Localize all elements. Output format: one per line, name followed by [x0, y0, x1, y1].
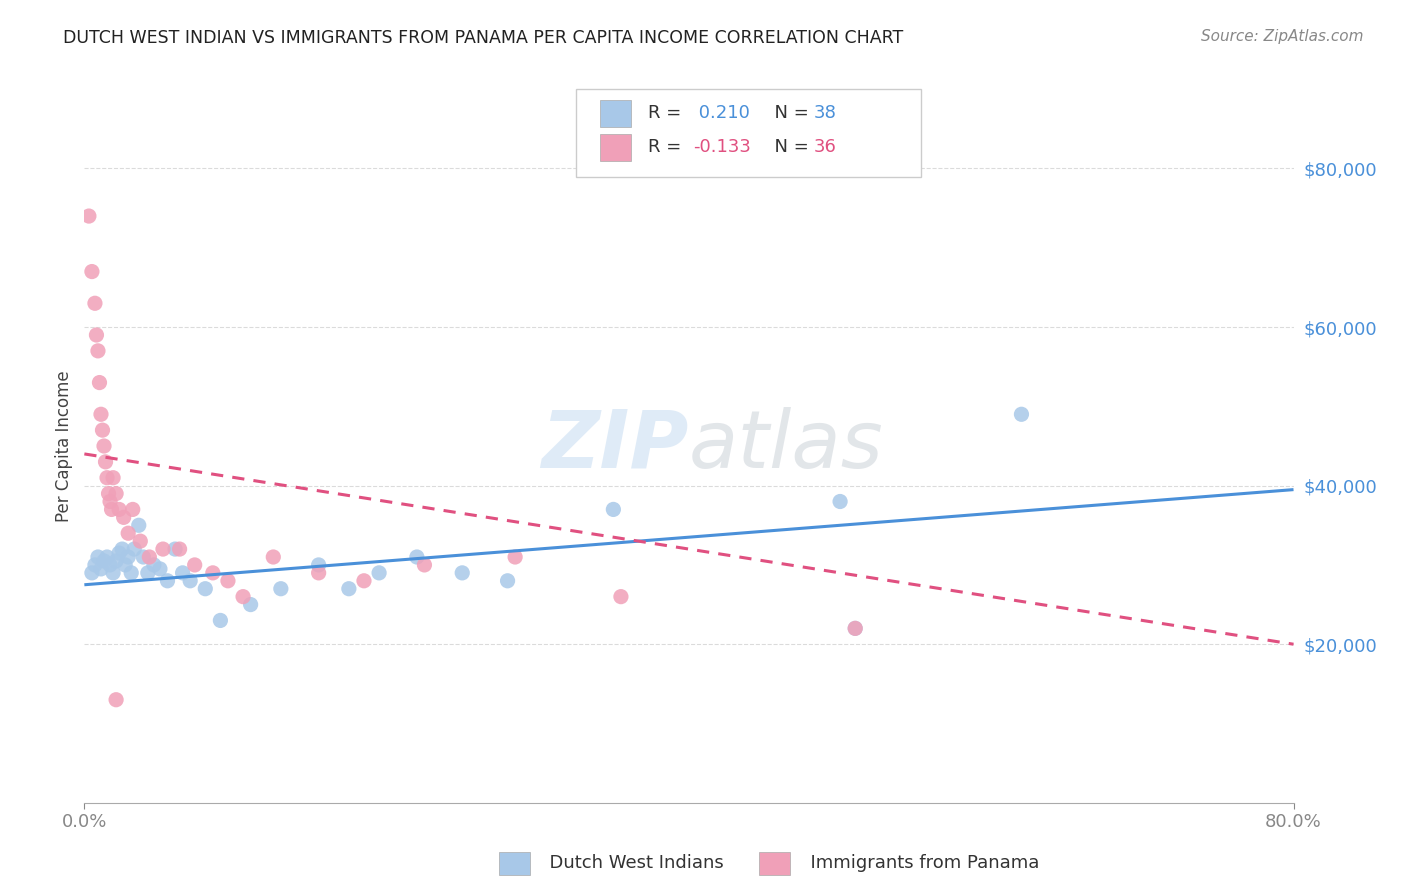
- Point: [262, 549, 284, 564]
- Point: [1011, 407, 1033, 421]
- Point: [114, 558, 136, 572]
- Text: R =: R =: [648, 104, 688, 122]
- Point: [117, 549, 139, 564]
- Point: [451, 566, 474, 580]
- Point: [496, 574, 519, 588]
- Text: 0.210: 0.210: [693, 104, 749, 122]
- Point: [149, 562, 172, 576]
- Point: [90, 562, 112, 576]
- Point: [183, 558, 205, 572]
- Text: -0.133: -0.133: [693, 138, 751, 156]
- Point: [844, 621, 866, 635]
- Point: [337, 582, 360, 596]
- Point: [120, 566, 142, 580]
- Point: [165, 542, 187, 557]
- Point: [93, 439, 115, 453]
- Point: [91, 423, 114, 437]
- Text: Immigrants from Panama: Immigrants from Panama: [799, 855, 1039, 872]
- Text: Dutch West Indians: Dutch West Indians: [538, 855, 724, 872]
- Point: [84, 296, 107, 310]
- Point: [111, 542, 134, 557]
- Text: 38: 38: [814, 104, 837, 122]
- Point: [86, 328, 108, 343]
- Point: [232, 590, 254, 604]
- Point: [94, 455, 117, 469]
- Text: 36: 36: [814, 138, 837, 156]
- Point: [98, 494, 121, 508]
- Point: [172, 566, 194, 580]
- Text: ZIP: ZIP: [541, 407, 689, 485]
- Point: [830, 494, 852, 508]
- Point: [93, 554, 115, 568]
- Point: [96, 549, 118, 564]
- Point: [129, 534, 152, 549]
- Point: [194, 582, 217, 596]
- Point: [84, 558, 107, 572]
- Point: [117, 526, 139, 541]
- Point: [308, 558, 330, 572]
- Point: [97, 486, 120, 500]
- Point: [87, 549, 110, 564]
- Point: [308, 566, 330, 580]
- Point: [100, 502, 122, 516]
- Point: [406, 549, 429, 564]
- Point: [152, 542, 174, 557]
- Point: [105, 554, 128, 568]
- Point: [136, 566, 159, 580]
- Point: [128, 518, 150, 533]
- Point: [413, 558, 436, 572]
- Point: [121, 502, 143, 516]
- Point: [169, 542, 191, 557]
- Point: [270, 582, 292, 596]
- Point: [108, 502, 131, 516]
- Point: [122, 542, 145, 557]
- Text: R =: R =: [648, 138, 688, 156]
- Point: [105, 692, 128, 706]
- Point: [353, 574, 375, 588]
- Point: [80, 566, 103, 580]
- Point: [90, 407, 112, 421]
- Point: [101, 471, 124, 485]
- Point: [89, 376, 111, 390]
- Point: [96, 471, 118, 485]
- Point: [217, 574, 239, 588]
- Point: [179, 574, 201, 588]
- Point: [368, 566, 391, 580]
- Point: [87, 343, 110, 358]
- Point: [101, 566, 124, 580]
- Point: [138, 549, 160, 564]
- Text: N =: N =: [763, 104, 815, 122]
- Point: [156, 574, 179, 588]
- Point: [105, 486, 128, 500]
- Point: [108, 546, 131, 560]
- Point: [503, 549, 526, 564]
- Point: [142, 558, 165, 572]
- Y-axis label: Per Capita Income: Per Capita Income: [55, 370, 73, 522]
- Point: [201, 566, 224, 580]
- Text: DUTCH WEST INDIAN VS IMMIGRANTS FROM PANAMA PER CAPITA INCOME CORRELATION CHART: DUTCH WEST INDIAN VS IMMIGRANTS FROM PAN…: [63, 29, 904, 47]
- Point: [602, 502, 624, 516]
- Point: [77, 209, 100, 223]
- Point: [239, 598, 262, 612]
- Text: atlas: atlas: [689, 407, 884, 485]
- Point: [610, 590, 633, 604]
- Text: N =: N =: [763, 138, 815, 156]
- Point: [80, 264, 103, 278]
- Text: Source: ZipAtlas.com: Source: ZipAtlas.com: [1201, 29, 1364, 45]
- Point: [132, 549, 155, 564]
- Point: [98, 558, 121, 572]
- Point: [844, 621, 866, 635]
- Point: [112, 510, 135, 524]
- Point: [209, 614, 232, 628]
